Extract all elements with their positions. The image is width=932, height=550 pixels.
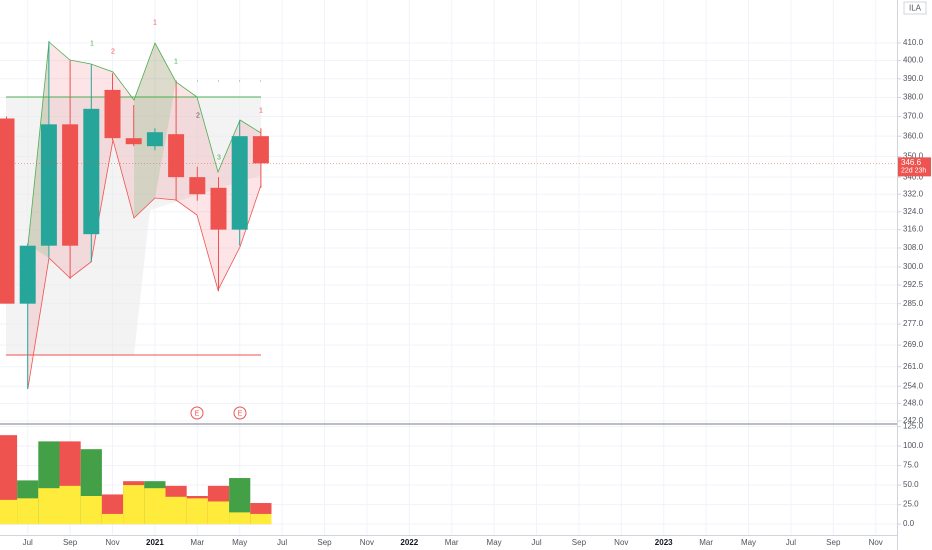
y-tick-label: 269.0 [903,340,924,349]
volume-overlay-bar [80,495,102,525]
y-tick-label: 292.5 [903,280,924,289]
y-tick-label: 277.0 [903,319,924,328]
annotation: E [195,410,200,417]
candle-body [0,118,15,304]
candle-body [125,138,142,145]
y2-tick-label: 50.0 [903,480,919,489]
y-tick-label: 370.0 [903,112,924,121]
annotations: 1 1 2 1 2 3 1 E E [90,19,263,420]
y-tick-label: 350.0 [903,151,924,160]
y-tick-label: 332.0 [903,189,924,198]
x-tick-label: May [487,538,502,547]
annotation: 2 [111,48,115,55]
candle-body [146,132,163,147]
unit-box [903,1,927,15]
y2-tick-label: 100.0 [903,441,924,450]
x-tick-label: May [232,538,247,547]
x-tick-label: Jul [23,538,33,547]
candle-body [83,108,100,235]
y-tick-label: 410.0 [903,38,924,47]
volume-overlay-bar [17,498,39,525]
x-tick-label: Sep [63,538,78,547]
x-tick-label: Jul [531,538,541,547]
candle-body [231,136,248,230]
x-tick-label: Nov [869,538,883,547]
y-tick-label: 400.0 [903,56,924,65]
x-tick-label: 2022 [400,538,418,547]
annotation: 1 [153,19,157,26]
y-tick-label: 324.0 [903,207,924,216]
candles [0,41,897,390]
x-tick-label: Jul [786,538,796,547]
y-tick-label: 308.0 [903,243,924,252]
y-tick-label: 316.0 [903,225,924,234]
y2-tick-label: 25.0 [903,500,919,509]
x-tick-label: Jul [277,538,287,547]
annotation: 1 [259,107,263,114]
x-tick-label: Mar [699,538,713,547]
y-tick-label: 390.0 [903,74,924,83]
earnings-marker [233,406,247,420]
volume-overlay-bar [59,485,81,525]
earnings-marker [190,406,204,420]
volume-overlay-bar [165,496,187,525]
annotation: 2 [196,112,200,119]
annotation: 3 [217,154,221,161]
y-tick-label: 360.0 [903,131,924,140]
x-tick-label: Sep [317,538,332,547]
candle-body [168,134,185,178]
unit-label: ILA [909,4,922,13]
volume-overlay-bar [0,499,18,525]
annotation: 1 [174,58,178,65]
y-tick-label: 248.0 [903,398,924,407]
candle-body [62,124,79,246]
axes: 410.0400.0390.0380.0370.0360.0350.0340.0… [23,38,931,547]
y2-tick-label: 0.0 [903,519,915,528]
x-tick-label: May [741,538,756,547]
x-tick-label: Mar [190,538,204,547]
annotation: 1 [90,40,94,47]
x-tick-label: Nov [360,538,374,547]
price-tag-countdown: 22d 23h [901,168,926,175]
annotation: E [238,410,243,417]
y2-tick-label: 75.0 [903,461,919,470]
volume-overlay-bar [38,488,60,525]
x-tick-label: Nov [614,538,628,547]
candle-body [19,245,36,304]
volume-overlay-bar [250,513,272,525]
y-tick-label: 254.0 [903,381,924,390]
volume-overlay-bar [144,488,166,525]
volume-overlay-bar [186,498,208,525]
candle-body [252,136,269,164]
y2-tick-label: 125.0 [903,422,924,431]
x-tick-label: 2023 [655,538,673,547]
zigzag-line [27,41,262,246]
x-tick-label: Nov [105,538,119,547]
x-tick-label: Sep [826,538,841,547]
price-tag-value: 346.6 [901,158,922,167]
y-tick-label: 285.0 [903,299,924,308]
candle-body [210,187,227,230]
x-tick-label: 2021 [146,538,164,547]
candle-body [104,89,121,139]
price-tag [898,157,931,177]
volume-overlay-bar [101,513,124,525]
y-tick-label: 242.0 [903,416,924,425]
volume-overlay-bar [123,485,145,525]
volume-overlay-bar [207,501,230,525]
x-tick-label: Sep [572,538,587,547]
x-tick-label: Mar [445,538,459,547]
y-tick-label: 380.0 [903,93,924,102]
candle-body [189,177,206,195]
volume-pane [0,435,272,525]
y-tick-label: 340.0 [903,172,924,181]
volume-overlay-bar [229,512,251,525]
zigzag-line [27,139,262,389]
y-tick-label: 300.0 [903,262,924,271]
y-tick-label: 261.0 [903,362,924,371]
candle-body [40,124,57,246]
